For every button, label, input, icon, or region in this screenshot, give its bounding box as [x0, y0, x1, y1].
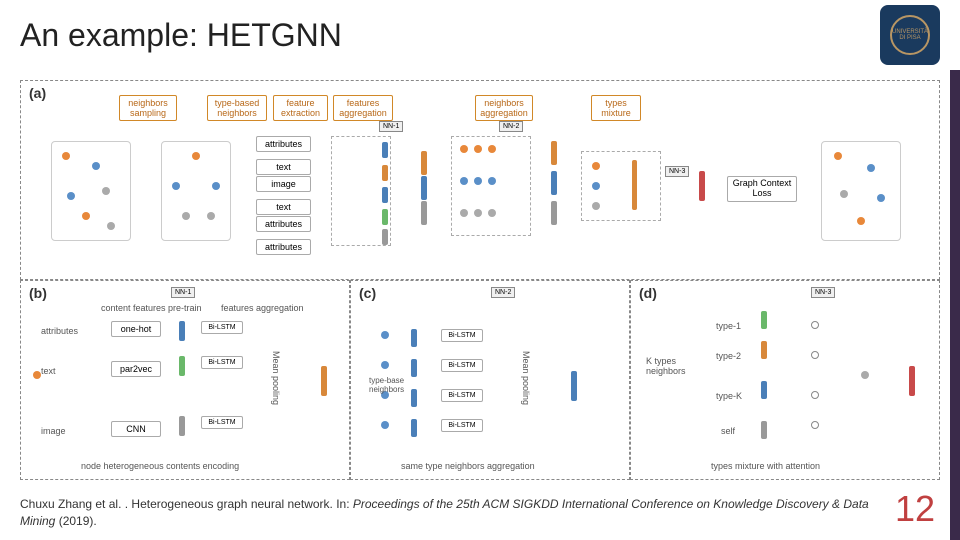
panel-c: (c) NN-2 Bi-LSTM Bi-LSTM Bi-LSTM Bi-LSTM… [350, 280, 630, 480]
page-number: 12 [895, 488, 935, 530]
feat-bar-1 [421, 151, 427, 175]
label-attributes-top: attributes [256, 136, 311, 152]
citation: Chuxu Zhang et al. . Heterogeneous graph… [20, 496, 880, 530]
graph-sampled [161, 141, 231, 241]
citation-pre: Chuxu Zhang et al. . Heterogeneous graph… [20, 497, 353, 511]
node-het-label: node heterogeneous contents encoding [81, 461, 239, 471]
mean-pooling-b: Mean pooling [271, 351, 281, 405]
bilstm-c4: Bi-LSTM [441, 419, 483, 432]
type2-label: type-2 [716, 351, 741, 361]
panel-a-label: (a) [29, 85, 46, 101]
nn1-mlps [331, 136, 391, 246]
label-text2: text [256, 199, 311, 215]
nn1-label-top: NN-1 [379, 121, 403, 132]
features-agg-b: features aggregation [221, 303, 304, 313]
label-attributes3: attributes [256, 239, 311, 255]
panel-d-label: (d) [639, 285, 657, 301]
panel-d: (d) NN-3 type-1 type-2 type-K self K typ… [630, 280, 940, 480]
panel-a: (a) neighbors sampling type-based neighb… [20, 80, 940, 280]
nn3-block [581, 151, 661, 221]
label-attributes2: attributes [256, 216, 311, 232]
bilstm-2: Bi-LSTM [201, 356, 243, 369]
self-label: self [721, 426, 735, 436]
nn2-out-1 [551, 141, 557, 165]
graph-input [51, 141, 131, 241]
slide-sidebar [950, 70, 960, 540]
final-embedding [699, 171, 705, 201]
type-base-neigh: type-base neighbors [369, 376, 409, 394]
label-features-agg: features aggregation [333, 95, 393, 121]
slide-title: An example: HETGNN [20, 17, 342, 54]
bilstm-c3: Bi-LSTM [441, 389, 483, 402]
attention-graph [791, 321, 891, 441]
panel-c-label: (c) [359, 285, 376, 301]
content-features-label: content features pre-train [101, 303, 202, 313]
label-neighbors-sampling: neighbors sampling [119, 95, 177, 121]
graph-output [821, 141, 901, 241]
bilstm-1: Bi-LSTM [201, 321, 243, 334]
typek-label: type-K [716, 391, 742, 401]
label-image: image [256, 176, 311, 192]
feat-bar-3 [421, 201, 427, 225]
nn2-out-2 [551, 171, 557, 195]
label-type-based: type-based neighbors [207, 95, 267, 121]
nn3-label-d: NN-3 [811, 287, 835, 298]
citation-post: (2019). [55, 514, 96, 528]
logo-seal-icon: UNIVERSITÀ DI PISA [890, 15, 930, 55]
par2vec-label: par2vec [111, 361, 161, 377]
type1-label: type-1 [716, 321, 741, 331]
onehot-label: one-hot [111, 321, 161, 337]
final-out-d [909, 366, 915, 396]
attr-label-b: attributes [41, 326, 78, 336]
bilstm-3: Bi-LSTM [201, 416, 243, 429]
k-types-label: K types neighbors [646, 356, 696, 376]
bilstm-c2: Bi-LSTM [441, 359, 483, 372]
slide-header: An example: HETGNN UNIVERSITÀ DI PISA [0, 0, 960, 70]
nn2-out-3 [551, 201, 557, 225]
panel-b: (b) NN-1 content features pre-train feat… [20, 280, 350, 480]
image-label-b: image [41, 426, 66, 436]
label-text: text [256, 159, 311, 175]
label-types-mixture: types mixture [591, 95, 641, 121]
same-type-label: same type neighbors aggregation [401, 461, 535, 471]
mean-pooling-c: Mean pooling [521, 351, 531, 405]
graph-context-loss: Graph Context Loss [727, 176, 797, 202]
nn3-label-top: NN-3 [665, 166, 689, 177]
text-label-b: text [41, 366, 56, 376]
hetgnn-diagram: (a) neighbors sampling type-based neighb… [20, 80, 940, 480]
nn2-label-top: NN-2 [499, 121, 523, 132]
label-neighbors-agg: neighbors aggregation [475, 95, 533, 121]
nn2-label-c: NN-2 [491, 287, 515, 298]
panel-b-label: (b) [29, 285, 47, 301]
nn2-block [451, 136, 531, 236]
cnn-label: CNN [111, 421, 161, 437]
university-logo: UNIVERSITÀ DI PISA [880, 5, 940, 65]
label-feature-extraction: feature extraction [273, 95, 328, 121]
nn1-label-b: NN-1 [171, 287, 195, 298]
bilstm-c1: Bi-LSTM [441, 329, 483, 342]
logo-text: UNIVERSITÀ DI PISA [892, 29, 928, 41]
feat-bar-2 [421, 176, 427, 200]
nn3-mix [632, 160, 637, 210]
types-mix-att-label: types mixture with attention [711, 461, 820, 471]
